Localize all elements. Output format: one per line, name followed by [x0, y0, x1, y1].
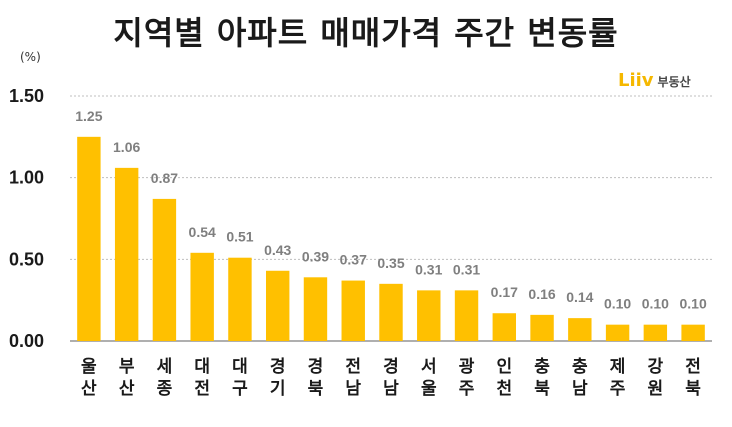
bar: [568, 318, 592, 341]
x-category-label: 강: [648, 357, 664, 377]
bar: [530, 314, 554, 341]
x-category-label: 천: [496, 379, 512, 399]
x-category-label: 주: [459, 379, 475, 399]
kb-liiv-logo: Liiv 부동산: [618, 70, 691, 91]
x-category-label: 전: [685, 357, 701, 377]
data-label: 0.51: [226, 229, 253, 245]
data-label: 0.39: [302, 248, 329, 264]
data-label: 0.10: [604, 296, 631, 312]
y-tick-label: 1.00: [9, 168, 44, 188]
data-label: 1.25: [75, 108, 102, 124]
data-label: 0.17: [491, 284, 518, 300]
x-category-label: 대: [194, 357, 210, 377]
bar: [341, 280, 365, 341]
x-category-label: 울: [81, 357, 97, 377]
y-tick-label: 0.00: [9, 331, 44, 351]
data-label: 0.37: [340, 252, 367, 268]
x-category-label: 경: [383, 357, 399, 377]
bar: [265, 270, 290, 341]
bar: [492, 313, 517, 341]
data-label: 0.31: [453, 261, 480, 277]
x-category-label: 남: [345, 379, 361, 399]
x-category-label: 경: [308, 357, 324, 377]
data-label: 0.31: [415, 261, 442, 277]
bar: [77, 136, 101, 341]
bar: [681, 324, 705, 341]
data-label: 0.14: [566, 289, 593, 305]
x-category-label: 경: [270, 357, 286, 377]
y-tick-label: 0.50: [9, 249, 44, 269]
data-label: 0.10: [679, 296, 706, 312]
data-label: 0.43: [264, 242, 291, 258]
x-category-label: 종: [157, 379, 173, 399]
logo-text: 부동산: [657, 75, 691, 89]
chart-title: 지역별 아파트 매매가격 주간 변동률: [113, 14, 619, 52]
x-category-label: 주: [610, 379, 626, 399]
x-category-label: 광: [459, 357, 475, 377]
bar: [417, 290, 441, 341]
x-category-label: 산: [119, 379, 135, 399]
bar: [114, 167, 139, 341]
data-label: 0.87: [151, 170, 178, 186]
bar: [303, 277, 328, 341]
data-label: 0.35: [377, 255, 404, 271]
x-category-label: 북: [534, 379, 550, 399]
y-axis-unit: (%): [20, 50, 41, 64]
bar: [605, 324, 630, 341]
bar: [379, 283, 403, 341]
data-label: 0.16: [528, 286, 555, 302]
x-category-label: 산: [81, 379, 97, 399]
x-category-label: 전: [194, 379, 210, 399]
liiv-logo-mark: Liiv: [618, 70, 654, 91]
x-category-label: 원: [648, 379, 664, 399]
x-category-label: 충: [572, 357, 588, 377]
x-category-label: 인: [496, 357, 512, 377]
y-tick-label: 1.50: [9, 86, 44, 106]
x-category-label: 충: [534, 357, 550, 377]
x-category-label: 세: [157, 357, 173, 377]
x-category-label: 남: [572, 379, 588, 399]
bar: [190, 252, 214, 341]
bar: [643, 324, 668, 341]
x-category-label: 전: [345, 357, 361, 377]
x-category-label: 서: [421, 357, 437, 377]
x-category-label: 북: [308, 379, 324, 399]
data-label: 0.54: [189, 224, 216, 240]
x-category-label: 구: [232, 379, 248, 399]
x-category-label: 북: [685, 379, 701, 399]
bar: [454, 290, 479, 341]
x-category-label: 제: [610, 357, 626, 377]
x-category-label: 대: [232, 357, 248, 377]
data-label: 0.10: [642, 296, 669, 312]
bar: [228, 257, 252, 341]
x-category-label: 부: [119, 357, 135, 377]
bar: [152, 198, 177, 341]
x-category-label: 울: [421, 379, 437, 399]
x-category-label: 기: [270, 379, 286, 399]
x-category-label: 남: [383, 379, 399, 399]
data-label: 1.06: [113, 139, 140, 155]
